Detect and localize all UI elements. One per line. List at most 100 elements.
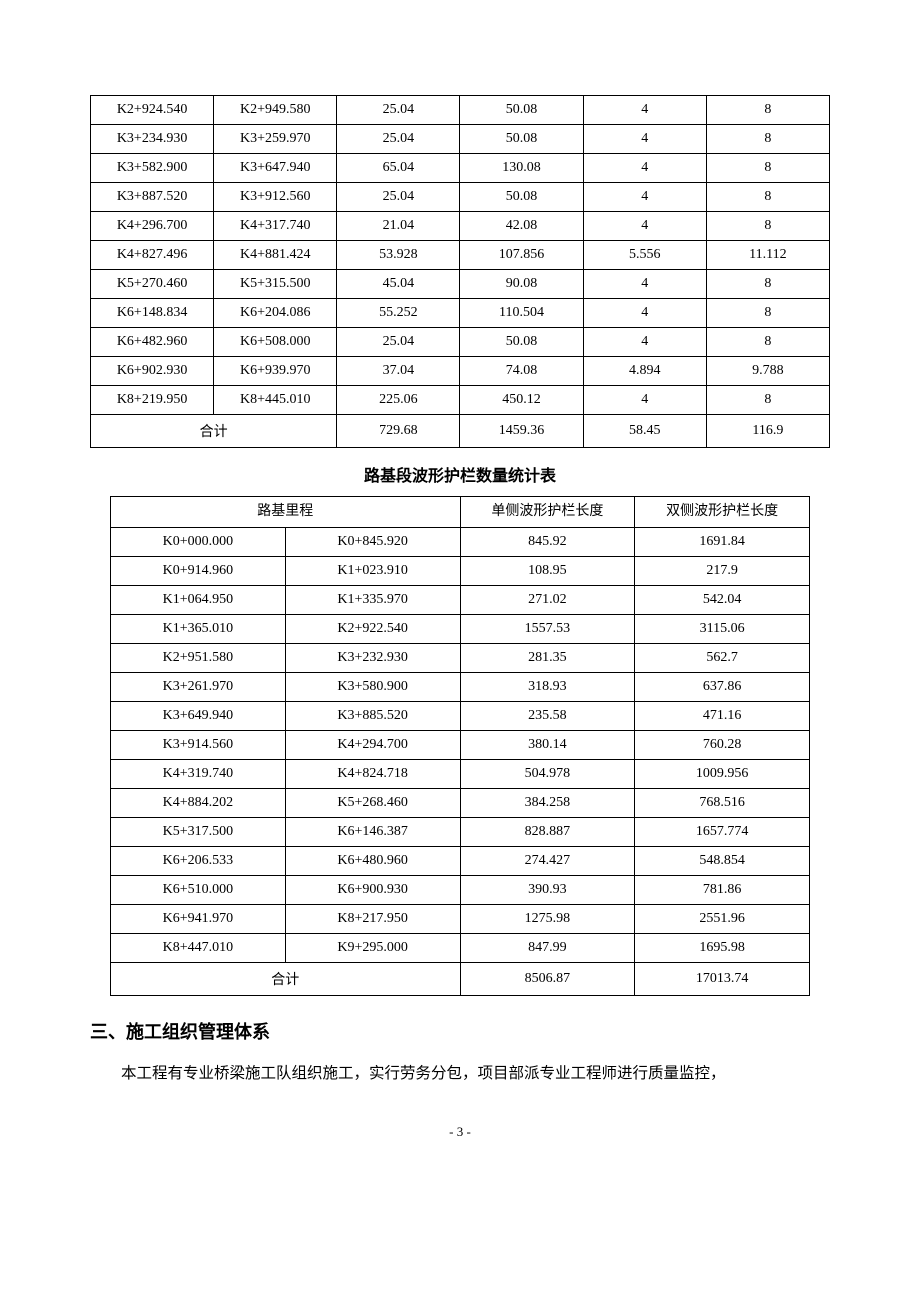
table-cell: 9.788 xyxy=(706,357,829,386)
table-cell: 53.928 xyxy=(337,241,460,270)
table-cell: K6+510.000 xyxy=(111,876,286,905)
table-cell: 110.504 xyxy=(460,299,583,328)
table-cell: K6+480.960 xyxy=(285,847,460,876)
table-cell: K4+296.700 xyxy=(91,212,214,241)
table-row: K1+064.950K1+335.970271.02542.04 xyxy=(111,586,810,615)
table-cell: 380.14 xyxy=(460,731,635,760)
table-cell: 25.04 xyxy=(337,125,460,154)
table-cell: 4 xyxy=(583,328,706,357)
table-cell: K3+887.520 xyxy=(91,183,214,212)
table-cell: 1459.36 xyxy=(460,415,583,448)
table-row: K4+296.700K4+317.74021.0442.0848 xyxy=(91,212,830,241)
table-total-row: 合计729.681459.3658.45116.9 xyxy=(91,415,830,448)
table-cell: 4 xyxy=(583,96,706,125)
table-row: K4+884.202K5+268.460384.258768.516 xyxy=(111,789,810,818)
table-cell: 8 xyxy=(706,125,829,154)
table-cell: K0+845.920 xyxy=(285,528,460,557)
table-row: K0+914.960K1+023.910108.95217.9 xyxy=(111,557,810,586)
table-cell: 42.08 xyxy=(460,212,583,241)
table-cell: 562.7 xyxy=(635,644,810,673)
table-cell: K8+447.010 xyxy=(111,934,286,963)
table-cell: 4 xyxy=(583,154,706,183)
table-row: K8+219.950K8+445.010225.06450.1248 xyxy=(91,386,830,415)
table-cell: K4+881.424 xyxy=(214,241,337,270)
table-cell: K1+064.950 xyxy=(111,586,286,615)
table-cell: 281.35 xyxy=(460,644,635,673)
table-cell: K3+234.930 xyxy=(91,125,214,154)
table-cell: K2+924.540 xyxy=(91,96,214,125)
table-cell: K2+951.580 xyxy=(111,644,286,673)
table-row: K2+924.540K2+949.58025.0450.0848 xyxy=(91,96,830,125)
table-row: K3+887.520K3+912.56025.0450.0848 xyxy=(91,183,830,212)
table-cell: 4 xyxy=(583,212,706,241)
table-cell: K3+582.900 xyxy=(91,154,214,183)
table-cell: 8 xyxy=(706,299,829,328)
table-cell: 25.04 xyxy=(337,96,460,125)
table-row: K3+234.930K3+259.97025.0450.0848 xyxy=(91,125,830,154)
table-cell: 25.04 xyxy=(337,183,460,212)
table-cell: 116.9 xyxy=(706,415,829,448)
table-cell: 760.28 xyxy=(635,731,810,760)
table-cell: K6+204.086 xyxy=(214,299,337,328)
table-row: K8+447.010K9+295.000847.991695.98 xyxy=(111,934,810,963)
table-cell: 504.978 xyxy=(460,760,635,789)
table-cell: 45.04 xyxy=(337,270,460,299)
table-cell: K8+445.010 xyxy=(214,386,337,415)
table-cell: K6+148.834 xyxy=(91,299,214,328)
table-row: K0+000.000K0+845.920845.921691.84 xyxy=(111,528,810,557)
table-cell: 37.04 xyxy=(337,357,460,386)
table2-caption: 路基段波形护栏数量统计表 xyxy=(90,462,830,486)
table-cell: 2551.96 xyxy=(635,905,810,934)
table-cell: 4 xyxy=(583,183,706,212)
table-cell: 1275.98 xyxy=(460,905,635,934)
page-number: - 3 - xyxy=(90,1124,830,1140)
table-cell: K2+949.580 xyxy=(214,96,337,125)
table-cell: K3+259.970 xyxy=(214,125,337,154)
table-cell: 637.86 xyxy=(635,673,810,702)
table-cell: 108.95 xyxy=(460,557,635,586)
table-cell: 847.99 xyxy=(460,934,635,963)
table-cell: K1+335.970 xyxy=(285,586,460,615)
table-cell: 58.45 xyxy=(583,415,706,448)
table-cell: 548.854 xyxy=(635,847,810,876)
table-cell: K3+885.520 xyxy=(285,702,460,731)
table-cell: 225.06 xyxy=(337,386,460,415)
table-cell: K4+319.740 xyxy=(111,760,286,789)
table-cell: 55.252 xyxy=(337,299,460,328)
table-row: K3+261.970K3+580.900318.93637.86 xyxy=(111,673,810,702)
table-row: K6+148.834K6+204.08655.252110.50448 xyxy=(91,299,830,328)
table-row: K4+827.496K4+881.42453.928107.8565.55611… xyxy=(91,241,830,270)
table-cell: 781.86 xyxy=(635,876,810,905)
table-cell: 471.16 xyxy=(635,702,810,731)
table-cell: 542.04 xyxy=(635,586,810,615)
table-cell: K3+261.970 xyxy=(111,673,286,702)
table-cell: 274.427 xyxy=(460,847,635,876)
table-cell: K2+922.540 xyxy=(285,615,460,644)
table-cell: 17013.74 xyxy=(635,963,810,996)
table-row: K3+649.940K3+885.520235.58471.16 xyxy=(111,702,810,731)
table-row: K6+482.960K6+508.00025.0450.0848 xyxy=(91,328,830,357)
table-cell: K6+508.000 xyxy=(214,328,337,357)
table-cell: 1557.53 xyxy=(460,615,635,644)
table-cell: 235.58 xyxy=(460,702,635,731)
table-cell: 4 xyxy=(583,125,706,154)
table-row: K3+582.900K3+647.94065.04130.0848 xyxy=(91,154,830,183)
table-cell: 1691.84 xyxy=(635,528,810,557)
table-cell: K6+902.930 xyxy=(91,357,214,386)
table-cell: 8506.87 xyxy=(460,963,635,996)
table-cell: 25.04 xyxy=(337,328,460,357)
table-cell: 50.08 xyxy=(460,183,583,212)
table-row: K2+951.580K3+232.930281.35562.7 xyxy=(111,644,810,673)
table-cell: K5+317.500 xyxy=(111,818,286,847)
table-cell: K3+232.930 xyxy=(285,644,460,673)
table-cell: 729.68 xyxy=(337,415,460,448)
table-cell: 130.08 xyxy=(460,154,583,183)
table-cell: 21.04 xyxy=(337,212,460,241)
table-cell: K6+206.533 xyxy=(111,847,286,876)
table-cell: 1009.956 xyxy=(635,760,810,789)
table-cell: 107.856 xyxy=(460,241,583,270)
table-cell: K5+315.500 xyxy=(214,270,337,299)
table-cell: 4 xyxy=(583,270,706,299)
table-cell: 4 xyxy=(583,386,706,415)
table-cell: K4+317.740 xyxy=(214,212,337,241)
